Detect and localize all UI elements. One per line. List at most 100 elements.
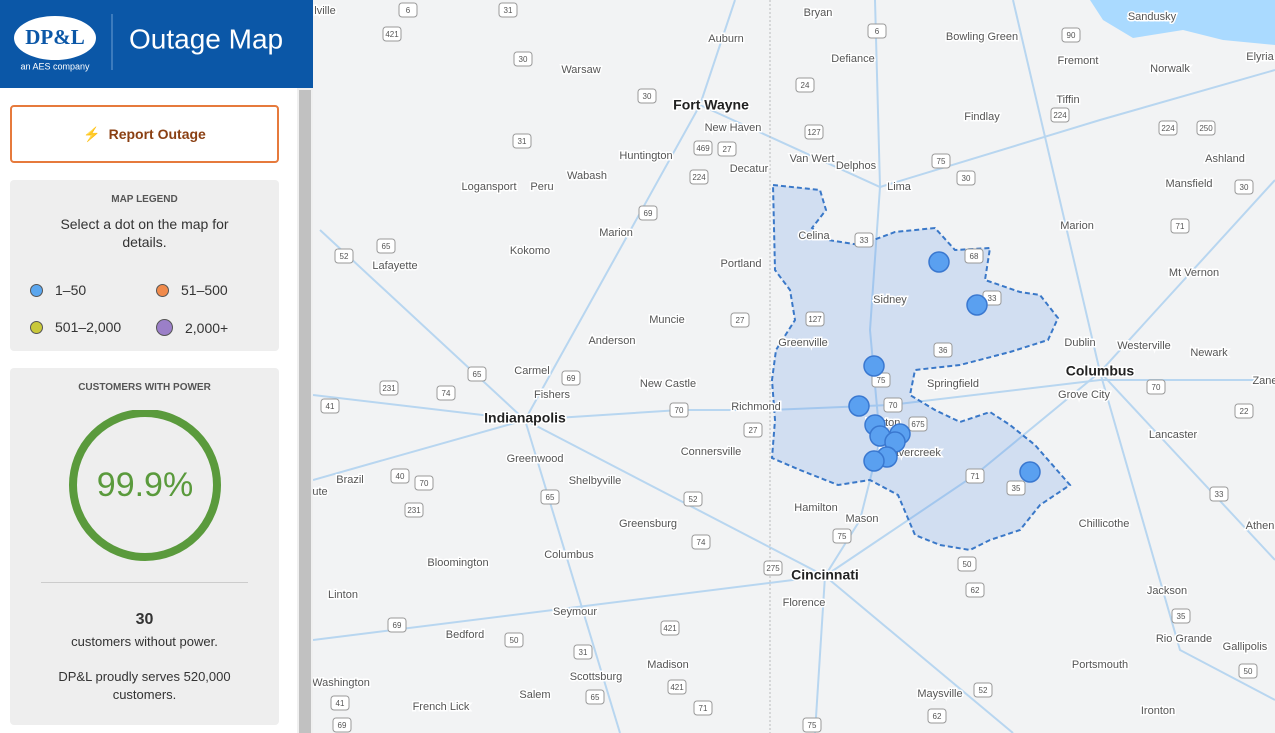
city-label: Madison	[647, 659, 689, 671]
road-shield	[763, 560, 783, 576]
city-label: Cincinnati	[791, 567, 859, 583]
separator	[41, 582, 248, 583]
outage-dot[interactable]	[863, 355, 885, 377]
road-number: 40	[396, 472, 405, 481]
road-number: 231	[407, 506, 421, 515]
road-shield	[795, 77, 815, 93]
road-number: 35	[1177, 612, 1186, 621]
road-shield	[691, 534, 711, 550]
road-number: 65	[591, 693, 600, 702]
road-shield	[933, 342, 953, 358]
city-label: Ironton	[1141, 705, 1175, 717]
city-label: New Castle	[640, 378, 696, 390]
road-shield	[957, 556, 977, 572]
legend-label: 51–500	[181, 282, 228, 298]
road-number: 275	[766, 564, 780, 573]
legend-dot	[156, 319, 173, 336]
city-label: Logansport	[461, 181, 516, 193]
city-label: Hamilton	[794, 502, 837, 514]
map[interactable]: 6 31 6 90 421 30 30 24 127 469 27 224 224 250 75 30 30 31…	[313, 0, 1275, 733]
road-number: 36	[939, 346, 948, 355]
percent: 99.9%	[97, 466, 193, 504]
city-label: Shelbyville	[569, 475, 622, 487]
outages	[848, 251, 1041, 483]
road-number: 33	[1215, 490, 1224, 499]
legend-panel: MAP LEGEND Select a dot on the map for d…	[10, 180, 279, 351]
ring	[69, 410, 221, 561]
report-outage-button[interactable]: ⚡ Report Outage	[10, 105, 279, 163]
road-shield	[1170, 218, 1190, 234]
road-shield	[561, 370, 581, 386]
outage-dot[interactable]	[1019, 461, 1041, 483]
road-shield	[1209, 486, 1229, 502]
road-number: 52	[979, 686, 988, 695]
city-label: Westerville	[1117, 340, 1171, 352]
legend-item: 51–500	[156, 282, 228, 298]
road-shield	[802, 717, 822, 733]
legend-label: 1–50	[55, 282, 87, 298]
road-shield	[379, 380, 399, 396]
city-label: Maysville	[917, 688, 962, 700]
legend-dot	[156, 283, 169, 297]
road-number: 52	[340, 252, 349, 261]
city-label: Jackson	[1147, 585, 1187, 597]
road-number: 41	[336, 699, 345, 708]
city-label: Mason	[845, 513, 878, 525]
power-ring: 99.9%	[69, 410, 221, 561]
city-label: Defiance	[831, 53, 874, 65]
city-label: Linton	[328, 589, 358, 601]
road-shield	[436, 385, 456, 401]
road-number: 33	[860, 236, 869, 245]
city-label: Portland	[721, 258, 762, 270]
logo-oval	[14, 16, 96, 60]
outage-dot[interactable]	[863, 450, 885, 472]
road-shield	[965, 468, 985, 484]
city-label: Seymour	[553, 606, 597, 618]
road-number: 30	[1240, 183, 1249, 192]
city-label: Springfield	[927, 378, 979, 390]
outage-dot[interactable]	[848, 395, 870, 417]
scroll-thumb[interactable]	[299, 90, 311, 733]
road-number: 70	[420, 479, 429, 488]
road-shield	[414, 475, 434, 491]
road-number: 27	[736, 316, 745, 325]
road-shield	[1146, 379, 1166, 395]
city-label: Tiffin	[1056, 94, 1079, 106]
city-label: Chillicothe	[1079, 518, 1130, 530]
roads	[313, 0, 1275, 733]
road-number: 31	[518, 137, 527, 146]
road-number: 469	[696, 144, 710, 153]
road-number: 69	[567, 374, 576, 383]
outage-dot[interactable]	[928, 251, 950, 273]
road-number: 30	[519, 55, 528, 64]
road-number: 250	[1199, 124, 1213, 133]
city-label: Rio Grande	[1156, 633, 1212, 645]
road-number: 127	[808, 315, 822, 324]
road-number: 75	[838, 532, 847, 541]
road-number: 70	[889, 401, 898, 410]
bolt-icon: ⚡	[83, 125, 101, 142]
road-number: 675	[911, 420, 925, 429]
road-shield	[504, 632, 524, 648]
road-shield	[1234, 403, 1254, 419]
road-shield	[330, 695, 350, 711]
city-label: Delphos	[836, 160, 877, 172]
city-label: Dublin	[1064, 337, 1095, 349]
city-label: Muncie	[649, 314, 684, 326]
road-number: 224	[1161, 124, 1175, 133]
city-label: Huntington	[619, 150, 672, 162]
road-shield	[638, 205, 658, 221]
road-shield	[390, 468, 410, 484]
city-label: Bloomington	[427, 557, 488, 569]
city-label: Fort Wayne	[673, 97, 749, 113]
road-number: 70	[675, 406, 684, 415]
city-label: Auburn	[708, 33, 743, 45]
road-shield	[693, 700, 713, 716]
road-shield	[573, 644, 593, 660]
outage-dot[interactable]	[966, 294, 988, 316]
scrollbar[interactable]	[297, 88, 313, 733]
road-number: 41	[326, 402, 335, 411]
count-caption: customers without power.	[71, 634, 218, 649]
city-label: Grove City	[1058, 389, 1110, 401]
road-number: 24	[801, 81, 810, 90]
